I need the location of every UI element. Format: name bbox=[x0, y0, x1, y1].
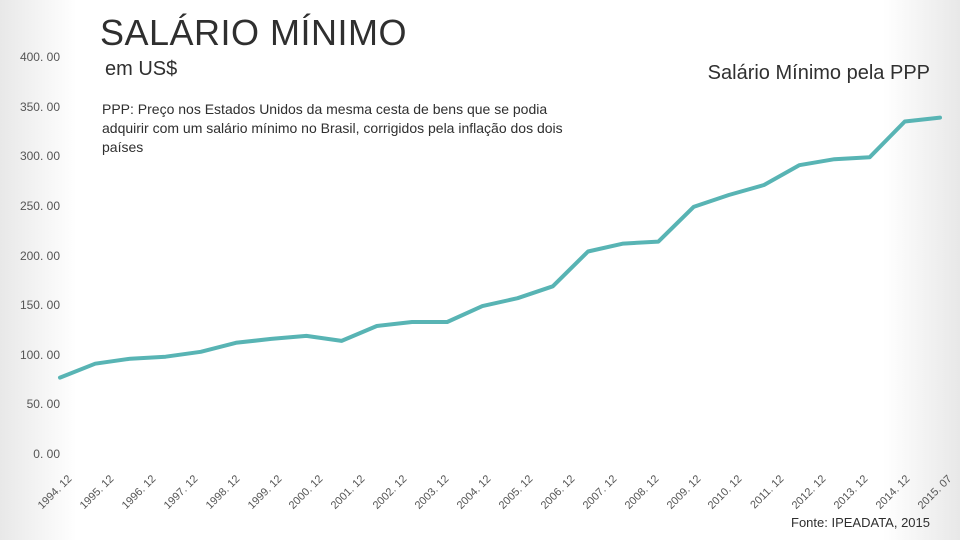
source-caption: Fonte: IPEADATA, 2015 bbox=[791, 515, 930, 530]
line-chart bbox=[0, 0, 960, 540]
series-line bbox=[60, 118, 940, 378]
slide-root: SALÁRIO MÍNIMO em US$ Salário Mínimo pel… bbox=[0, 0, 960, 540]
